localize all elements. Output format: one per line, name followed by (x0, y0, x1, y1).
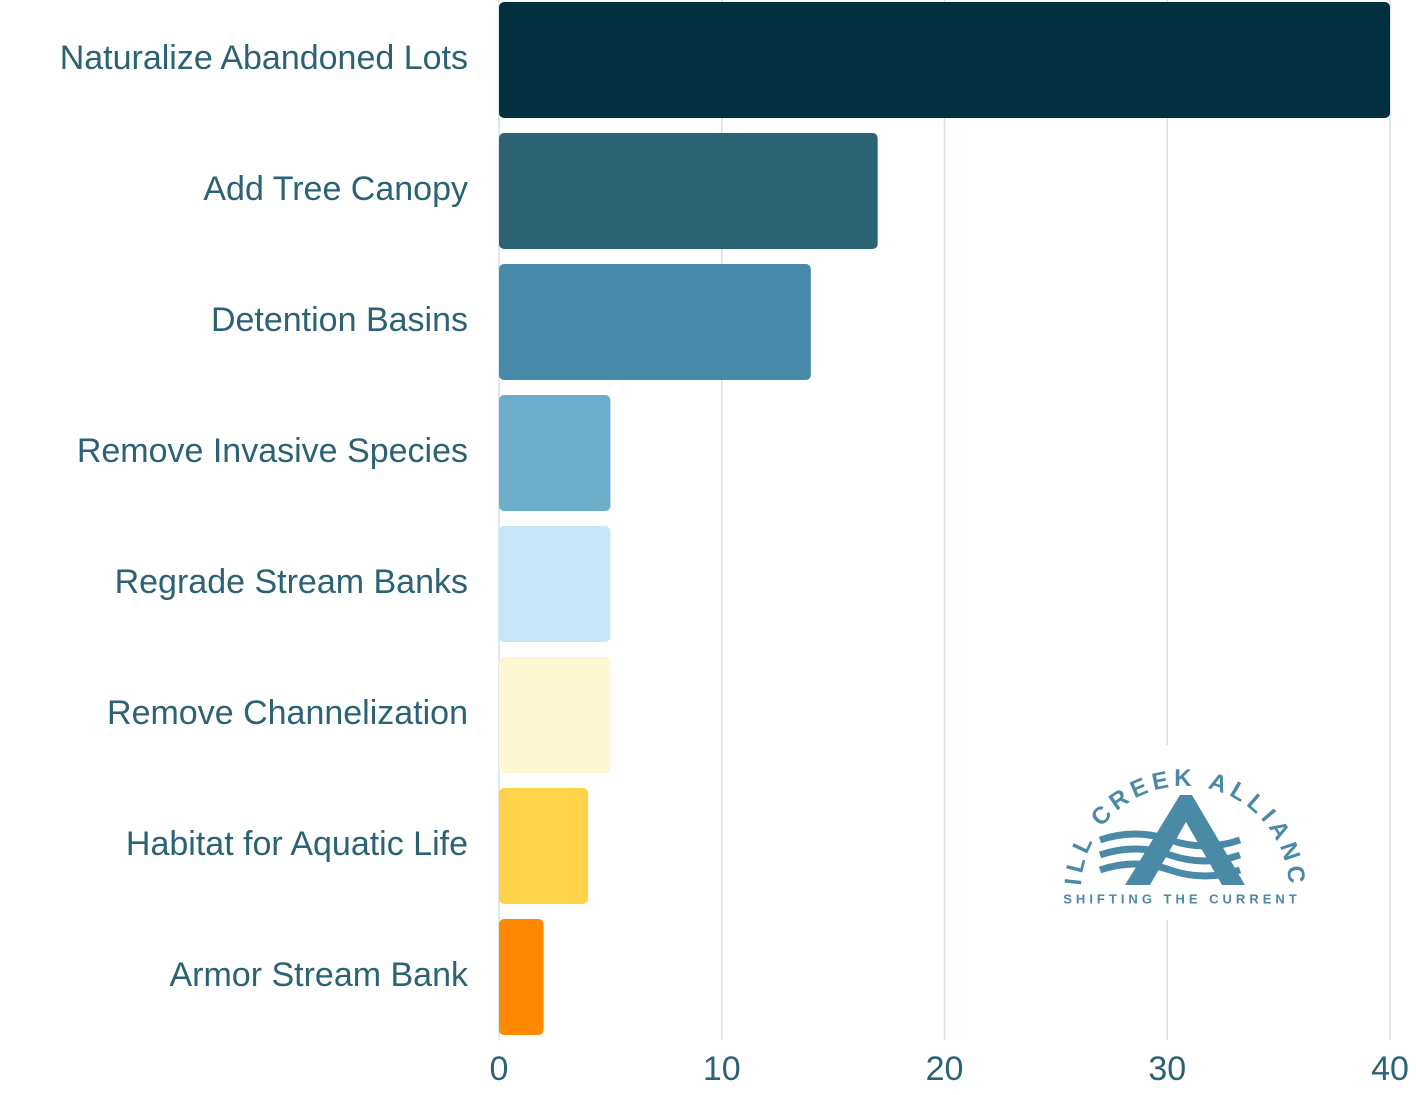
logo-background (1055, 745, 1320, 920)
y-tick-label: Armor Stream Bank (169, 956, 469, 994)
bar (499, 2, 1390, 118)
bar (499, 788, 589, 904)
bars (499, 2, 1390, 1035)
x-tick-label: 0 (490, 1050, 509, 1088)
bar (499, 133, 878, 249)
y-tick-label: Remove Invasive Species (77, 432, 468, 470)
x-tick-label: 30 (1148, 1050, 1186, 1088)
logo-tagline: SHIFTING THE CURRENT (1063, 891, 1300, 906)
y-tick-label: Detention Basins (211, 301, 468, 339)
bar (499, 395, 611, 511)
bar (499, 657, 611, 773)
bar (499, 264, 811, 380)
x-tick-label: 40 (1371, 1050, 1409, 1088)
y-tick-label: Regrade Stream Banks (115, 563, 468, 601)
y-tick-label: Add Tree Canopy (203, 170, 468, 208)
x-tick-label: 10 (703, 1050, 741, 1088)
y-tick-label: Naturalize Abandoned Lots (60, 39, 468, 77)
y-tick-label: Remove Channelization (107, 694, 468, 732)
x-tick-label: 20 (926, 1050, 964, 1088)
logo-waves (1098, 830, 1242, 880)
y-tick-label: Habitat for Aquatic Life (126, 825, 468, 863)
bar (499, 919, 544, 1035)
bar (499, 526, 611, 642)
